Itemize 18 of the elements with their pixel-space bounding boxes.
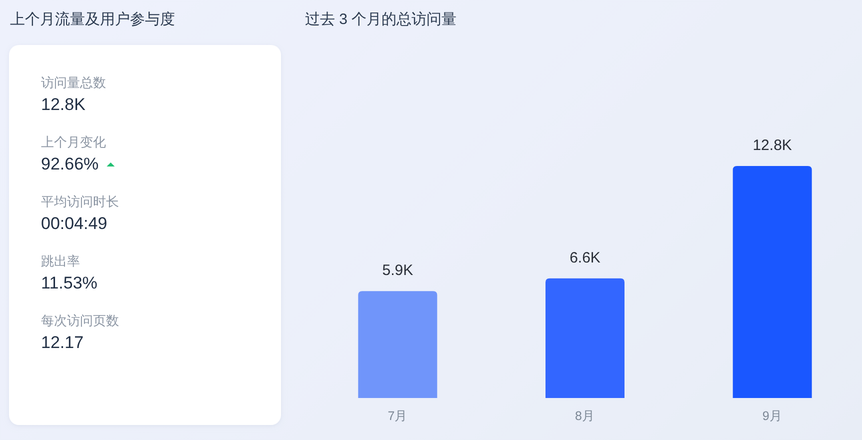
x-tick-label: 8月 <box>575 409 595 423</box>
chart-title: 过去 3 个月的总访问量 <box>305 11 457 28</box>
text: 平均访问时长 <box>41 194 119 209</box>
x-tick-label: 7月 <box>388 409 408 423</box>
text: 上个月流量及用户参与度 <box>10 11 175 28</box>
x-tick-label: 9月 <box>762 409 782 423</box>
data-label: 5.9K <box>382 262 414 280</box>
text: 11.53% <box>41 274 98 292</box>
text: 每次访问页数 <box>41 313 119 328</box>
data-label: 12.8K <box>752 137 792 154</box>
text: 上个月变化 <box>41 134 106 150</box>
text: 访问量总数 <box>41 75 106 90</box>
text: 跳出率 <box>41 254 80 268</box>
text: 92.66% <box>41 154 99 174</box>
text: 00:04:49 <box>41 214 108 233</box>
data-label: 6.6K <box>570 249 600 266</box>
text: 12.17 <box>41 333 84 352</box>
text: 12.8K <box>41 95 86 114</box>
